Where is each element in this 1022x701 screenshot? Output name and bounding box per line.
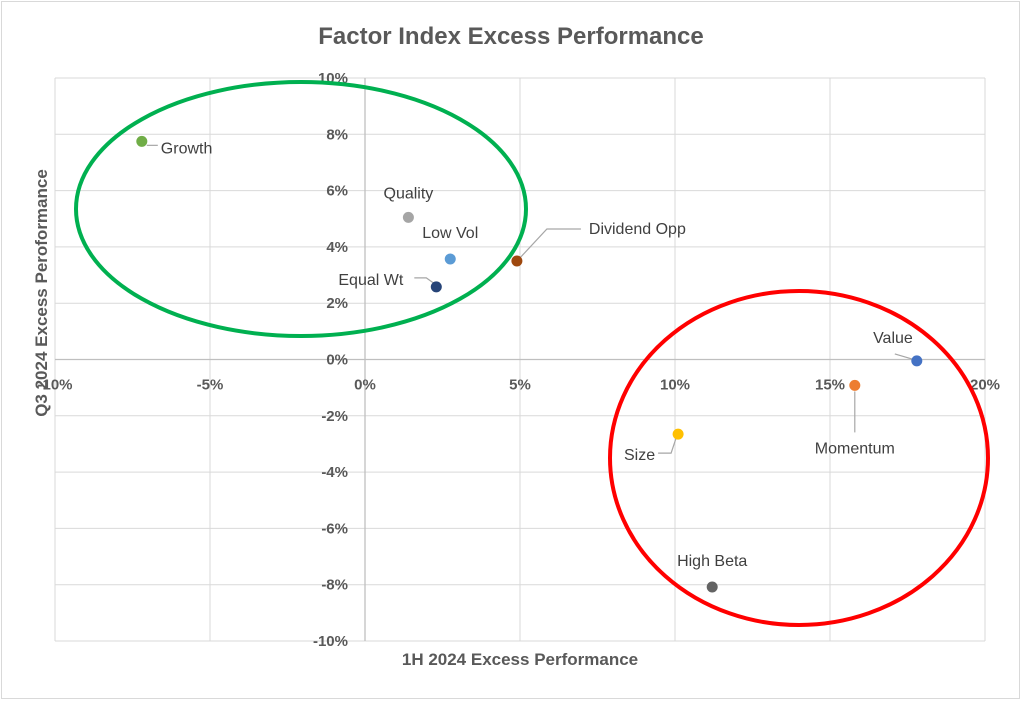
gridlines	[54, 77, 986, 642]
data-point	[911, 355, 923, 367]
data-point	[444, 253, 456, 265]
axes	[55, 78, 985, 641]
x-tick-label: 10%	[660, 377, 690, 394]
x-tick-label: -5%	[197, 377, 224, 394]
y-tick-label: 6%	[326, 183, 348, 200]
y-axis-title: Q3 2024 Excess Peroformance	[32, 169, 51, 417]
y-tick-label: -8%	[321, 577, 348, 594]
y-tick-label: -4%	[321, 464, 348, 481]
label-leader-lines	[146, 144, 912, 454]
leader-line	[414, 277, 434, 284]
x-tick-label: 20%	[970, 377, 1000, 394]
point-label: Equal Wt	[338, 272, 403, 289]
data-point	[402, 211, 414, 223]
y-tick-label: 2%	[326, 295, 348, 312]
y-tick-label: 4%	[326, 239, 348, 256]
x-tick-labels: -10% -5% 0% 5% 10% 15% 20%	[37, 377, 1000, 394]
highlight-ellipses	[74, 80, 990, 627]
point-label: Size	[624, 447, 655, 464]
y-tick-label: 0%	[326, 352, 348, 369]
y-tick-label: 8%	[326, 126, 348, 143]
point-label: Dividend Opp	[589, 221, 686, 238]
data-point	[511, 255, 523, 267]
data-point	[430, 281, 442, 293]
point-label: Value	[873, 330, 913, 347]
data-point	[672, 428, 684, 440]
leader-line	[658, 437, 677, 454]
point-labels: Growth Quality Low Vol Equal Wt Dividend Opp…	[161, 140, 913, 570]
x-tick-label: 0%	[354, 377, 376, 394]
highlight-ellipse	[74, 80, 528, 338]
x-tick-label: 15%	[815, 377, 845, 394]
y-tick-label: -2%	[321, 408, 348, 425]
x-axis-title: 1H 2024 Excess Performance	[402, 650, 638, 669]
highlight-ellipse	[608, 289, 990, 627]
x-tick-label: -10%	[37, 377, 72, 394]
leader-line	[894, 353, 912, 360]
data-points	[136, 135, 923, 593]
point-label: High Beta	[677, 553, 747, 570]
point-label: Low Vol	[422, 225, 478, 242]
data-point	[849, 379, 861, 391]
y-tick-labels: 10%8%6%4%2%0%-2%-4%-6%-8%-10%	[313, 70, 348, 650]
point-label: Momentum	[815, 440, 895, 457]
x-tick-label: 5%	[509, 377, 531, 394]
data-point	[706, 581, 718, 593]
chart-title: Factor Index Excess Performance	[318, 23, 704, 50]
leader-line	[519, 228, 581, 259]
point-label: Growth	[161, 140, 213, 157]
y-tick-label: -10%	[313, 633, 348, 650]
data-point	[136, 135, 148, 147]
y-tick-label: -6%	[321, 520, 348, 537]
point-label: Quality	[384, 185, 434, 202]
